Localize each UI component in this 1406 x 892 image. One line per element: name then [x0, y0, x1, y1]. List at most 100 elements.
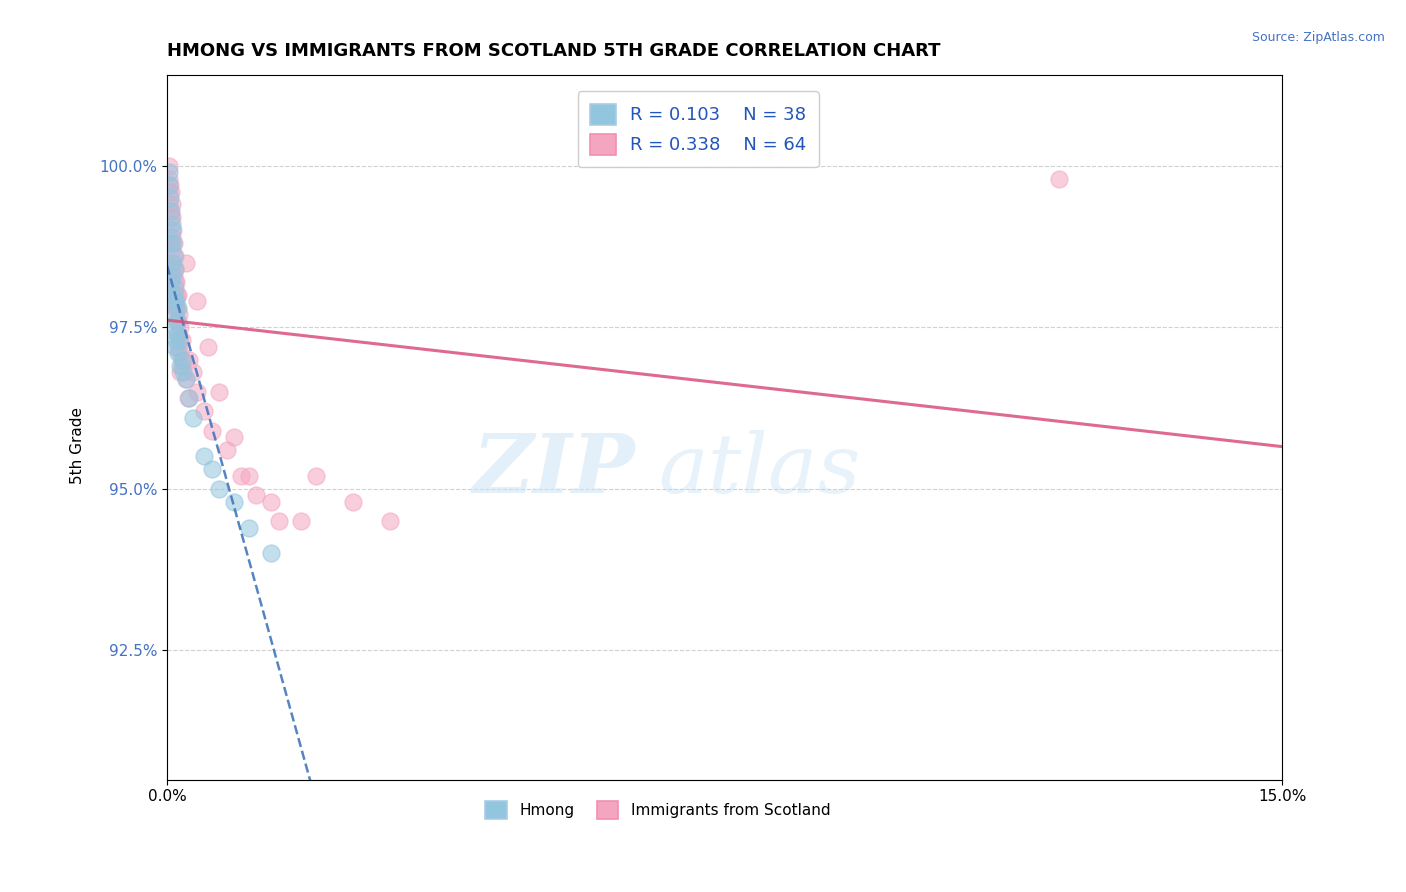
Point	[167, 333, 190, 347]
Point	[157, 178, 180, 192]
Point	[170, 359, 193, 373]
Point	[159, 262, 181, 277]
Legend: Hmong, Immigrants from Scotland: Hmong, Immigrants from Scotland	[479, 795, 837, 825]
Point	[260, 546, 283, 560]
Point	[169, 346, 191, 360]
Point	[157, 185, 180, 199]
Point	[169, 320, 191, 334]
Point	[166, 314, 188, 328]
Point	[222, 494, 245, 508]
Text: atlas: atlas	[658, 430, 860, 509]
Point	[162, 223, 184, 237]
Point	[157, 171, 180, 186]
Point	[245, 488, 267, 502]
Point	[179, 352, 201, 367]
Point	[1047, 171, 1070, 186]
Point	[163, 340, 186, 354]
Point	[162, 288, 184, 302]
Point	[159, 185, 181, 199]
Point	[186, 384, 208, 399]
Point	[193, 404, 215, 418]
Point	[162, 236, 184, 251]
Point	[342, 494, 364, 508]
Point	[165, 262, 187, 277]
Point	[166, 314, 188, 328]
Point	[174, 255, 197, 269]
Point	[162, 223, 184, 237]
Point	[167, 346, 190, 360]
Point	[160, 255, 183, 269]
Point	[305, 468, 328, 483]
Point	[181, 410, 204, 425]
Point	[163, 301, 186, 315]
Point	[201, 424, 224, 438]
Point	[159, 236, 181, 251]
Point	[167, 333, 190, 347]
Point	[163, 262, 186, 277]
Point	[231, 468, 253, 483]
Point	[260, 494, 283, 508]
Point	[163, 268, 186, 283]
Point	[208, 482, 231, 496]
Point	[157, 159, 180, 173]
Point	[162, 243, 184, 257]
Point	[174, 372, 197, 386]
Point	[222, 430, 245, 444]
Point	[165, 294, 187, 309]
Point	[163, 275, 186, 289]
Point	[193, 450, 215, 464]
Point	[165, 281, 187, 295]
Point	[159, 211, 181, 225]
Point	[215, 443, 238, 458]
Point	[159, 203, 181, 218]
Text: ZIP: ZIP	[472, 430, 636, 509]
Point	[165, 333, 187, 347]
Point	[267, 514, 290, 528]
Point	[160, 229, 183, 244]
Point	[166, 326, 188, 341]
Point	[177, 392, 200, 406]
Point	[167, 340, 190, 354]
Point	[159, 275, 181, 289]
Point	[169, 366, 191, 380]
Point	[163, 307, 186, 321]
Point	[160, 217, 183, 231]
Text: 5th Grade: 5th Grade	[70, 408, 84, 484]
Point	[166, 288, 188, 302]
Text: Source: ZipAtlas.com: Source: ZipAtlas.com	[1251, 31, 1385, 45]
Point	[174, 372, 197, 386]
Point	[159, 236, 181, 251]
Point	[172, 366, 194, 380]
Point	[165, 320, 187, 334]
Point	[167, 301, 190, 315]
Text: HMONG VS IMMIGRANTS FROM SCOTLAND 5TH GRADE CORRELATION CHART: HMONG VS IMMIGRANTS FROM SCOTLAND 5TH GR…	[167, 42, 941, 60]
Point	[238, 468, 260, 483]
Point	[166, 301, 188, 315]
Point	[163, 236, 186, 251]
Point	[159, 203, 181, 218]
Point	[159, 229, 181, 244]
Point	[181, 366, 204, 380]
Point	[162, 255, 184, 269]
Point	[163, 294, 186, 309]
Point	[238, 520, 260, 534]
Point	[159, 178, 181, 192]
Point	[160, 197, 183, 211]
Point	[169, 359, 191, 373]
Point	[165, 301, 187, 315]
Point	[157, 165, 180, 179]
Point	[162, 268, 184, 283]
Point	[163, 249, 186, 263]
Point	[159, 191, 181, 205]
Point	[167, 314, 190, 328]
Point	[170, 333, 193, 347]
Point	[167, 288, 190, 302]
Point	[186, 294, 208, 309]
Point	[157, 197, 180, 211]
Point	[167, 307, 190, 321]
Point	[378, 514, 401, 528]
Point	[165, 288, 187, 302]
Point	[166, 326, 188, 341]
Point	[197, 340, 219, 354]
Point	[290, 514, 312, 528]
